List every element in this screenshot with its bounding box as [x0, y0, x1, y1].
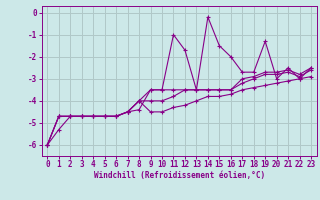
X-axis label: Windchill (Refroidissement éolien,°C): Windchill (Refroidissement éolien,°C) [94, 171, 265, 180]
